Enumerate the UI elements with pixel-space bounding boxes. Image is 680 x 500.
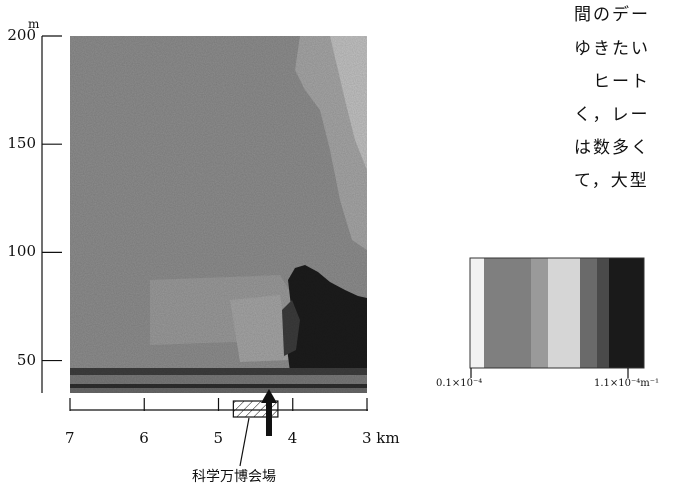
side-text-line: ゆきたい — [574, 39, 650, 59]
venue-label: 科学万博会場 — [192, 469, 276, 485]
colorbar-swatch — [580, 258, 597, 368]
side-text-line: は数多く — [574, 138, 650, 158]
colorbar-swatch — [609, 258, 644, 368]
x-axis-ticks — [69, 398, 368, 411]
colorbar-swatch — [531, 258, 548, 368]
x-tick-label: 5 — [213, 429, 224, 447]
side-text-line: く，レー — [574, 105, 650, 125]
y-tick-label: 150 — [7, 134, 36, 153]
y-axis-unit: m — [28, 17, 40, 31]
colorbar-max-label: 1.1×10⁻⁴m⁻¹ — [594, 378, 660, 389]
arrow-shaft — [265, 400, 272, 436]
colorbar-outline — [469, 257, 645, 369]
colorbar-swatch — [548, 258, 580, 368]
colorbar-swatch — [597, 258, 609, 368]
x-tick-label: 7 — [65, 429, 75, 447]
colorbar-min-label: 0.1×10⁻⁴ — [436, 378, 483, 389]
side-text-line: 間のデー — [574, 5, 650, 25]
venue-arrow — [260, 389, 277, 436]
x-tick-label: 3 km — [362, 429, 400, 447]
colorbar — [469, 257, 645, 378]
arrow-head — [260, 389, 277, 403]
y-tick-label: 50 — [16, 350, 36, 369]
y-tick-label: 100 — [7, 242, 36, 261]
x-tick-label: 6 — [139, 429, 149, 447]
venue-leader-line — [239, 417, 250, 467]
side-text-line: ヒート — [574, 72, 650, 92]
colorbar-swatch — [484, 258, 531, 368]
x-tick-label: 4 — [287, 429, 298, 447]
colorbar-swatch — [470, 258, 484, 368]
heatmap-image — [70, 36, 367, 393]
y-axis-ticks — [42, 35, 62, 362]
y-tick-label: 200 — [7, 26, 36, 44]
side-text-line: て，大型 — [574, 171, 649, 191]
